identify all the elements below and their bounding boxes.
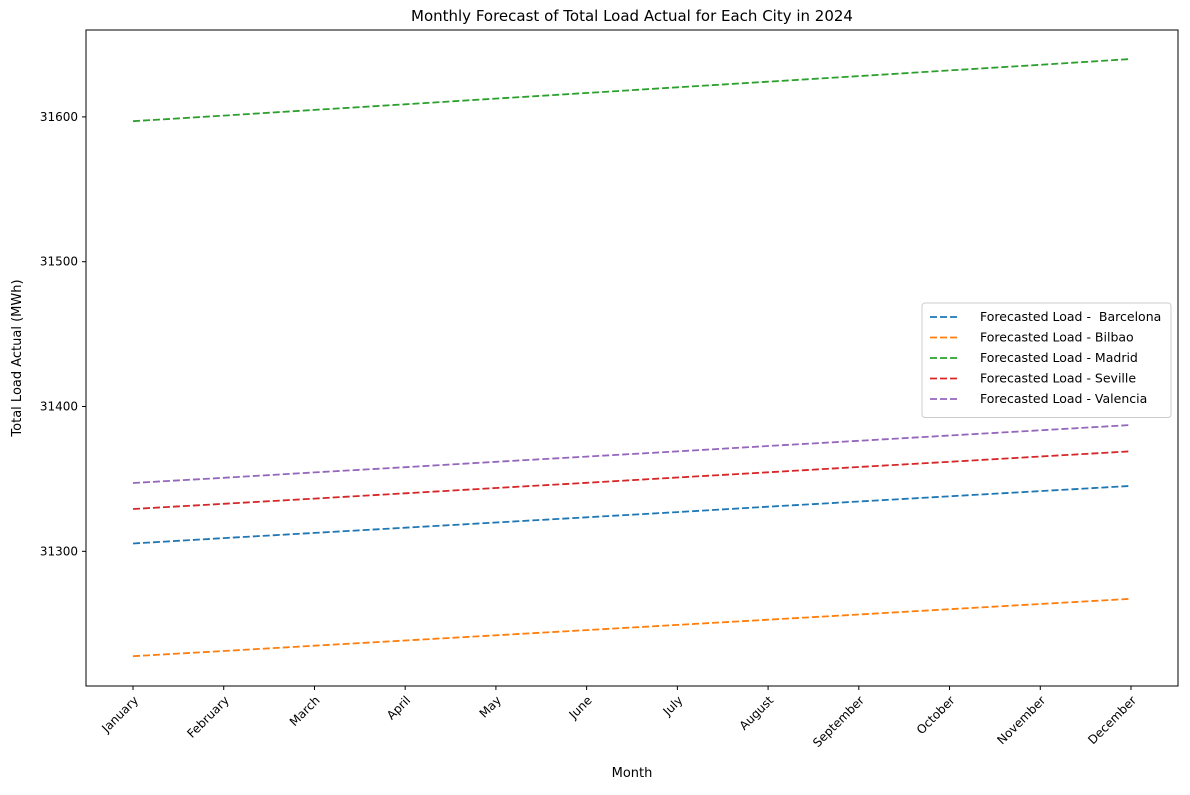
x-tick-label: June <box>566 693 595 722</box>
series-line <box>132 597 1132 658</box>
x-tick-label: September <box>810 693 867 750</box>
legend-label: Forecasted Load - Bilbao <box>980 330 1134 345</box>
legend-label: Forecasted Load - Barcelona <box>980 309 1161 324</box>
legend: Forecasted Load - Barcelona Forecasted Lo… <box>921 302 1172 418</box>
x-tick-label: January <box>98 693 141 736</box>
plot-frame <box>85 29 1179 687</box>
x-tick-label: May <box>477 693 504 720</box>
series-line <box>132 450 1132 510</box>
legend-label: Forecasted Load - Seville <box>980 371 1136 386</box>
legend-label: Forecasted Load - Madrid <box>980 350 1138 365</box>
x-axis: January February March April May June July Augu… <box>98 686 1139 750</box>
y-tick-label: 31300 <box>40 544 78 558</box>
y-axis: 31300 31400 31500 31600 <box>40 110 86 558</box>
chart-title: Monthly Forecast of Total Load Actual fo… <box>411 7 853 25</box>
x-tick-label: July <box>660 693 686 719</box>
x-tick-label: October <box>914 693 958 737</box>
y-tick-label: 31500 <box>40 255 78 269</box>
y-axis-label: Total Load Actual (MWh) <box>10 279 25 437</box>
legend-label: Forecasted Load - Valencia <box>980 391 1147 406</box>
x-tick-label: April <box>384 693 413 722</box>
x-tick-label: February <box>184 693 232 741</box>
x-tick-label: November <box>994 693 1048 747</box>
series-line <box>132 424 1132 484</box>
series-line <box>132 485 1132 545</box>
y-tick-label: 31600 <box>40 110 78 124</box>
legend-box <box>921 302 1172 418</box>
series-lines <box>132 58 1132 658</box>
x-axis-label: Month <box>612 766 653 781</box>
x-tick-label: March <box>287 693 323 729</box>
y-tick-label: 31400 <box>40 400 78 414</box>
x-tick-label: December <box>1085 693 1139 747</box>
x-tick-label: August <box>737 693 777 733</box>
series-line <box>132 58 1132 123</box>
